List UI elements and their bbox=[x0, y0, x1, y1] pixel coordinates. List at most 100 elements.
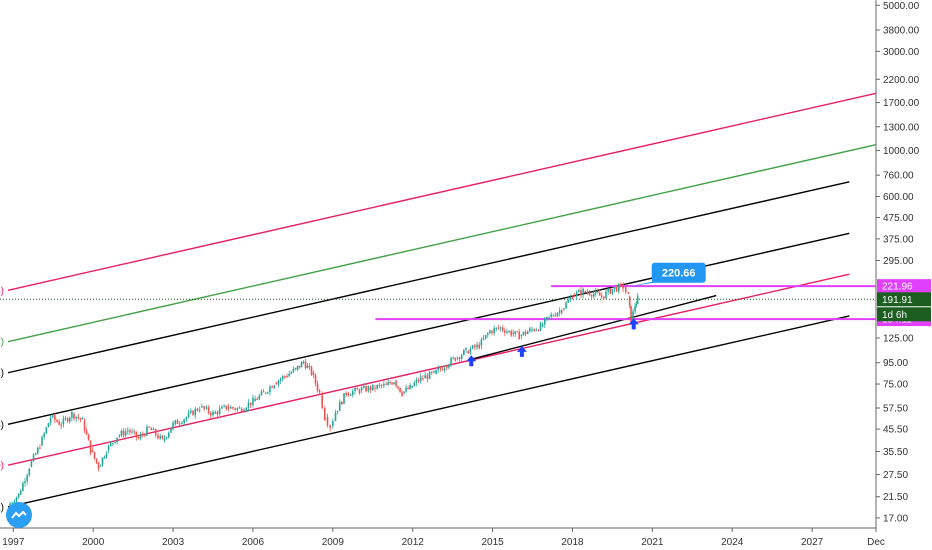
candle-body bbox=[504, 330, 506, 333]
candle-body bbox=[456, 357, 459, 359]
candle-body bbox=[588, 292, 591, 296]
candle-body bbox=[590, 295, 593, 297]
candle-body bbox=[308, 365, 311, 367]
candle-body bbox=[415, 379, 418, 383]
candle-body bbox=[306, 365, 309, 369]
candle-body bbox=[127, 430, 129, 432]
candle-body bbox=[389, 382, 391, 384]
candle-body bbox=[360, 387, 363, 391]
candle-body bbox=[613, 287, 616, 290]
fib-channel-line bbox=[7, 181, 850, 374]
candle-body bbox=[192, 410, 194, 416]
candle-body bbox=[454, 357, 457, 361]
candle-body bbox=[467, 351, 469, 354]
candle-body bbox=[238, 407, 241, 409]
candle-body bbox=[529, 328, 531, 332]
candle-body bbox=[341, 401, 343, 405]
candle-body bbox=[229, 406, 232, 409]
y-tick-label: 57.50 bbox=[883, 404, 908, 415]
candle-body bbox=[499, 327, 502, 329]
candle-body bbox=[514, 331, 517, 334]
candle-body bbox=[24, 481, 26, 484]
y-tick-label: 295.00 bbox=[883, 256, 914, 267]
y-tick-label: 5000.00 bbox=[883, 1, 920, 12]
fib-level-label: 2(-125.87) bbox=[0, 337, 4, 348]
candle-body bbox=[358, 389, 361, 393]
tradingview-logo-icon[interactable] bbox=[6, 502, 32, 528]
candle-body bbox=[137, 437, 140, 439]
candle-body bbox=[445, 365, 448, 368]
candle-body bbox=[516, 331, 519, 333]
candle-body bbox=[93, 451, 96, 459]
candle-body bbox=[135, 431, 138, 438]
candle-body bbox=[522, 331, 525, 335]
candle-body bbox=[497, 327, 500, 329]
y-tick-label: 17.00 bbox=[883, 513, 908, 524]
candle-body bbox=[482, 338, 485, 340]
x-tick-label: 2018 bbox=[561, 537, 584, 548]
candle-body bbox=[471, 345, 474, 349]
candle-body bbox=[281, 376, 284, 380]
candle-body bbox=[112, 442, 114, 444]
candle-body bbox=[234, 408, 236, 410]
candle-body bbox=[85, 430, 88, 435]
candle-body bbox=[144, 434, 146, 436]
candle-body bbox=[260, 391, 263, 396]
candle-body bbox=[573, 295, 576, 297]
candle-body bbox=[369, 386, 372, 390]
candle-body bbox=[232, 406, 234, 409]
candle-body bbox=[324, 407, 326, 421]
candle-body bbox=[463, 349, 465, 355]
candle-body bbox=[163, 438, 166, 441]
candle-body bbox=[524, 331, 527, 335]
x-tick-label: 2000 bbox=[82, 537, 105, 548]
candle-body bbox=[64, 418, 67, 420]
candle-body bbox=[32, 454, 35, 462]
candle-body bbox=[247, 402, 250, 409]
candle-body bbox=[49, 417, 52, 424]
candle-body bbox=[296, 365, 299, 370]
up-arrow-icon bbox=[516, 345, 527, 357]
x-tick-label: 2015 bbox=[481, 537, 504, 548]
candle-body bbox=[329, 425, 331, 429]
candle-body bbox=[565, 302, 567, 309]
x-tick-label: 2003 bbox=[162, 537, 185, 548]
candle-body bbox=[586, 291, 589, 293]
candle-body bbox=[209, 412, 212, 416]
candle-body bbox=[550, 314, 552, 317]
candle-body bbox=[223, 405, 225, 407]
level-price-label: 221.96 bbox=[882, 282, 913, 293]
candle-body bbox=[628, 296, 631, 306]
candle-body bbox=[543, 318, 546, 325]
level-price-tag bbox=[877, 279, 931, 294]
candle-body bbox=[393, 382, 395, 385]
candle-body bbox=[435, 370, 437, 374]
candle-body bbox=[314, 374, 317, 384]
candle-body bbox=[609, 288, 612, 294]
bar-timer-label: 1d 6h bbox=[882, 310, 907, 321]
candle-body bbox=[81, 417, 84, 420]
candle-body bbox=[374, 387, 376, 389]
candle-body bbox=[120, 430, 123, 436]
candle-body bbox=[207, 407, 210, 413]
candle-body bbox=[495, 327, 498, 329]
candle-body bbox=[58, 421, 60, 425]
candle-body bbox=[22, 483, 24, 491]
candle-body bbox=[603, 296, 605, 299]
candle-body bbox=[170, 428, 172, 433]
candle-body bbox=[168, 432, 170, 438]
candle-body bbox=[617, 284, 620, 292]
candle-body bbox=[41, 436, 43, 446]
candle-body bbox=[19, 490, 22, 495]
candle-body bbox=[611, 288, 614, 294]
candle-body bbox=[258, 395, 261, 400]
candle-body bbox=[563, 308, 565, 310]
candle-body bbox=[294, 367, 297, 369]
candle-body bbox=[387, 382, 389, 386]
candle-body bbox=[607, 288, 609, 292]
candle-body bbox=[363, 386, 365, 388]
candle-body bbox=[286, 375, 288, 377]
candle-body bbox=[437, 368, 440, 371]
candle-body bbox=[385, 383, 387, 385]
